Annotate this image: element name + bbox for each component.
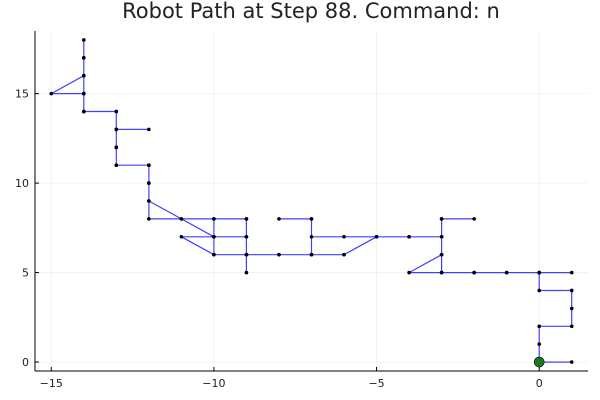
path-point (147, 217, 151, 221)
path-point (537, 288, 542, 293)
x-tick-label: 0 (536, 377, 543, 390)
path-point (277, 217, 281, 221)
path-point (147, 199, 151, 203)
path-point (114, 163, 119, 168)
path-point (569, 306, 574, 311)
y-tick-label: 5 (22, 267, 29, 280)
path-point (212, 234, 216, 239)
path-point (537, 342, 542, 346)
path-point (569, 360, 574, 364)
path-point (147, 127, 151, 132)
path-point (212, 217, 216, 221)
path-point (504, 270, 509, 275)
path-point (212, 252, 216, 257)
path-point (114, 127, 119, 132)
path-point (342, 252, 346, 257)
current-position-marker (533, 356, 545, 368)
path-layer (50, 39, 573, 363)
path-point (472, 217, 476, 221)
path-point (244, 217, 249, 221)
path-point (407, 270, 411, 275)
x-tick-label: −10 (202, 377, 225, 390)
path-point (147, 181, 151, 185)
robot-path-line (50, 39, 573, 363)
path-point (374, 234, 379, 239)
path-point (439, 270, 444, 275)
path-point (439, 217, 444, 221)
path-point (179, 217, 184, 221)
path-point (309, 217, 314, 221)
path-point (179, 234, 184, 239)
chart-title: Robot Path at Step 88. Command: n (122, 0, 500, 23)
path-point (569, 270, 574, 275)
path-point (244, 270, 249, 275)
x-tick-label: −15 (40, 377, 63, 390)
path-point (147, 163, 151, 168)
path-point (114, 145, 119, 150)
path-point (81, 38, 86, 42)
path-point (81, 91, 86, 96)
path-point (81, 109, 86, 114)
path-point (309, 234, 314, 239)
path-point (244, 252, 249, 257)
path-point (49, 91, 54, 96)
path-point (439, 252, 444, 257)
y-tick-label: 0 (22, 356, 29, 369)
path-point (439, 234, 444, 239)
path-point (569, 324, 574, 329)
path-point (81, 56, 86, 60)
path-point (342, 234, 346, 239)
path-point (114, 109, 119, 114)
path-point (81, 73, 86, 78)
axis-layer (34, 31, 588, 372)
grid-layer (35, 31, 588, 371)
x-tick-label: −5 (368, 377, 384, 390)
path-point (309, 252, 314, 257)
path-point (277, 252, 281, 257)
path-point (407, 234, 411, 239)
path-point (537, 270, 542, 275)
y-tick-label: 15 (15, 88, 29, 101)
path-point (569, 288, 574, 293)
path-point (472, 270, 476, 275)
point-layer (49, 38, 574, 368)
y-tick-label: 10 (15, 177, 29, 190)
path-point (537, 324, 542, 329)
tick-label-layer: −15 −10 −5 0 0 5 10 15 (15, 88, 543, 390)
path-point (244, 234, 249, 239)
